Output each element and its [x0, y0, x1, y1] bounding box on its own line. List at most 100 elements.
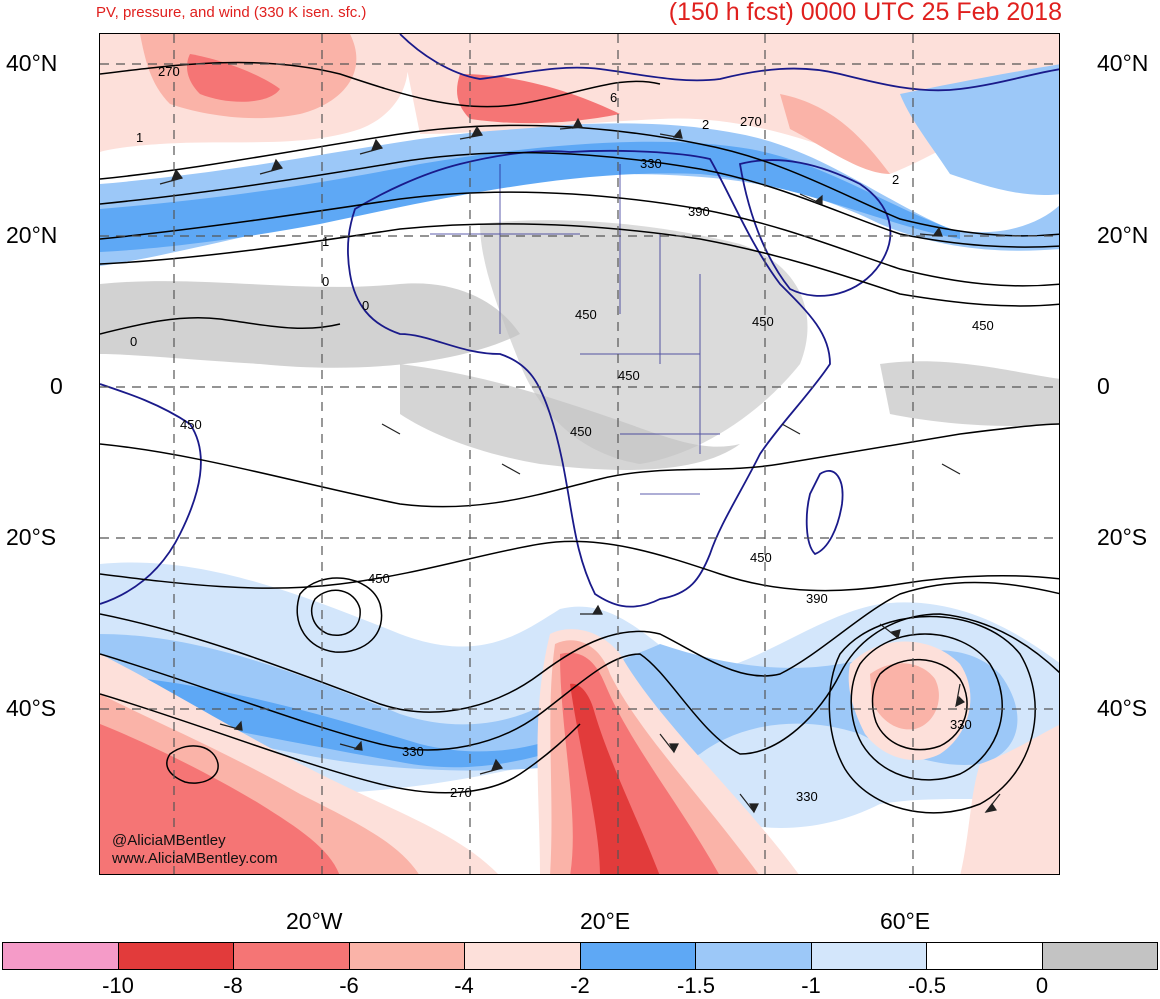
wind-barb [659, 733, 679, 754]
wind-barb [954, 683, 966, 708]
coastlines [100, 34, 1059, 608]
lat-lon-grid [100, 34, 1059, 874]
credit-handle: @AliciaMBentley [112, 832, 226, 849]
wind-barb [799, 193, 823, 205]
colorbar-segment [696, 943, 812, 969]
contour-390-south [100, 581, 1059, 713]
contour-label: 450 [575, 307, 597, 322]
map-panel: 270 1 6 2 270 330 390 1 0 0 0 450 450 45… [99, 33, 1060, 875]
lat-label-right-20n: 20°N [1097, 222, 1149, 248]
contour-label: 270 [740, 114, 762, 129]
contour-450-south [100, 540, 1059, 592]
nh-pv-blue-asia [900, 64, 1059, 195]
nh-pv-red-mideast [780, 94, 890, 174]
contour-label: 450 [618, 368, 640, 383]
contour-label: 450 [750, 550, 772, 565]
contour-330-north [100, 124, 1059, 237]
colorbar [2, 942, 1158, 970]
colorbar-label: -4 [454, 973, 474, 998]
contour-label: 2 [702, 117, 709, 132]
wind-barb [219, 720, 243, 731]
colorbar-label: -1.5 [677, 973, 715, 998]
contour-label: 450 [368, 571, 390, 586]
contour-label: 0 [322, 274, 329, 289]
contour-270-north [100, 61, 661, 108]
contour-cutoff-ring-1 [871, 658, 968, 751]
contour-label: 390 [688, 204, 710, 219]
contour-label: 0 [130, 334, 137, 349]
contour-270-south [100, 693, 581, 794]
wind-barb [559, 117, 583, 130]
map-graphic: 270 1 6 2 270 330 390 1 0 0 0 450 450 45… [100, 34, 1059, 874]
colorbar-label: -8 [223, 973, 243, 998]
map-subtitle: PV, pressure, and wind (330 K isen. sfc.… [96, 4, 367, 21]
colorbar-label: -6 [339, 973, 359, 998]
lon-label-60e: 60°E [880, 908, 931, 934]
lat-label-left-40s: 40°S [6, 695, 57, 721]
contour-label: 330 [796, 789, 818, 804]
wind-barb [580, 604, 603, 615]
wind-barb [781, 423, 801, 435]
tropics-gray-west [100, 281, 520, 368]
contour-label: 1 [322, 234, 329, 249]
contour-450-tropics [100, 423, 1059, 508]
wind-barb [659, 128, 683, 139]
sh-pv-red-trough-peak [570, 683, 660, 874]
contour-north-4 [100, 223, 1059, 307]
lat-label-right-40s: 40°S [1097, 695, 1148, 721]
nh-pv-band-inner [100, 141, 960, 252]
contour-label: 450 [972, 318, 994, 333]
europe-coastline [399, 34, 1059, 92]
contour-low-west-outer [296, 577, 383, 653]
wind-barb [159, 168, 184, 185]
contour-north-2 [100, 151, 1059, 248]
colorbar-segment [465, 943, 581, 969]
wind-barb [501, 463, 521, 475]
map-title: (150 h fcst) 0000 UTC 25 Feb 2018 [668, 0, 1062, 26]
colorbar-segment [811, 943, 927, 969]
lat-label-left-0: 0 [50, 373, 63, 399]
colorbar-segment [927, 943, 1043, 969]
sh-pv-red-sw-max [100, 724, 340, 874]
contour-label: 450 [570, 424, 592, 439]
country-borders [430, 164, 720, 495]
credit-site: www.AliciaMBentley.com [112, 850, 278, 867]
lon-label-20w: 20°W [286, 908, 343, 934]
contour-label: 330 [402, 744, 424, 759]
lon-label-20e: 20°E [580, 908, 631, 934]
colorbar-segment [234, 943, 350, 969]
wind-barb [359, 138, 384, 155]
wind-barb [459, 125, 484, 140]
lat-label-left-40n: 40°N [6, 50, 58, 76]
colorbar-label: -0.5 [908, 973, 946, 998]
contour-label: 270 [158, 64, 180, 79]
contour-labels: 270 1 6 2 270 330 390 1 0 0 0 450 450 45… [130, 64, 994, 804]
south-america-coastline [100, 383, 202, 605]
colorbar-label: -10 [102, 973, 134, 998]
wind-barb [919, 226, 943, 237]
pv-shading [100, 34, 1059, 874]
nh-pv-band [100, 123, 1059, 266]
africa-coastline [347, 149, 831, 608]
contour-low-west [311, 589, 361, 636]
wind-barbs [159, 117, 1001, 814]
lat-label-right-0: 0 [1097, 373, 1110, 399]
contour-cutoff-ring-3 [828, 615, 1036, 814]
contour-390-north [100, 191, 1059, 287]
tropics-gray-east [880, 361, 1059, 426]
sh-pv-band-inner [100, 674, 570, 768]
colorbar-segment [3, 943, 119, 969]
nh-pv-red-east-core [457, 74, 620, 124]
wind-barb [984, 793, 1001, 813]
wind-barb [739, 793, 759, 814]
arabia-coastline [738, 159, 892, 297]
lat-label-left-20n: 20°N [6, 222, 58, 248]
contour-label: 450 [752, 314, 774, 329]
nh-pv-red-west-max [187, 54, 280, 102]
wind-barb [879, 623, 901, 640]
contour-label: 330 [640, 156, 662, 171]
colorbar-label: -1 [801, 973, 821, 998]
contour-label: 390 [806, 591, 828, 606]
contour-label: 0 [362, 298, 369, 313]
sh-pv-red-se-corner [960, 724, 1059, 874]
